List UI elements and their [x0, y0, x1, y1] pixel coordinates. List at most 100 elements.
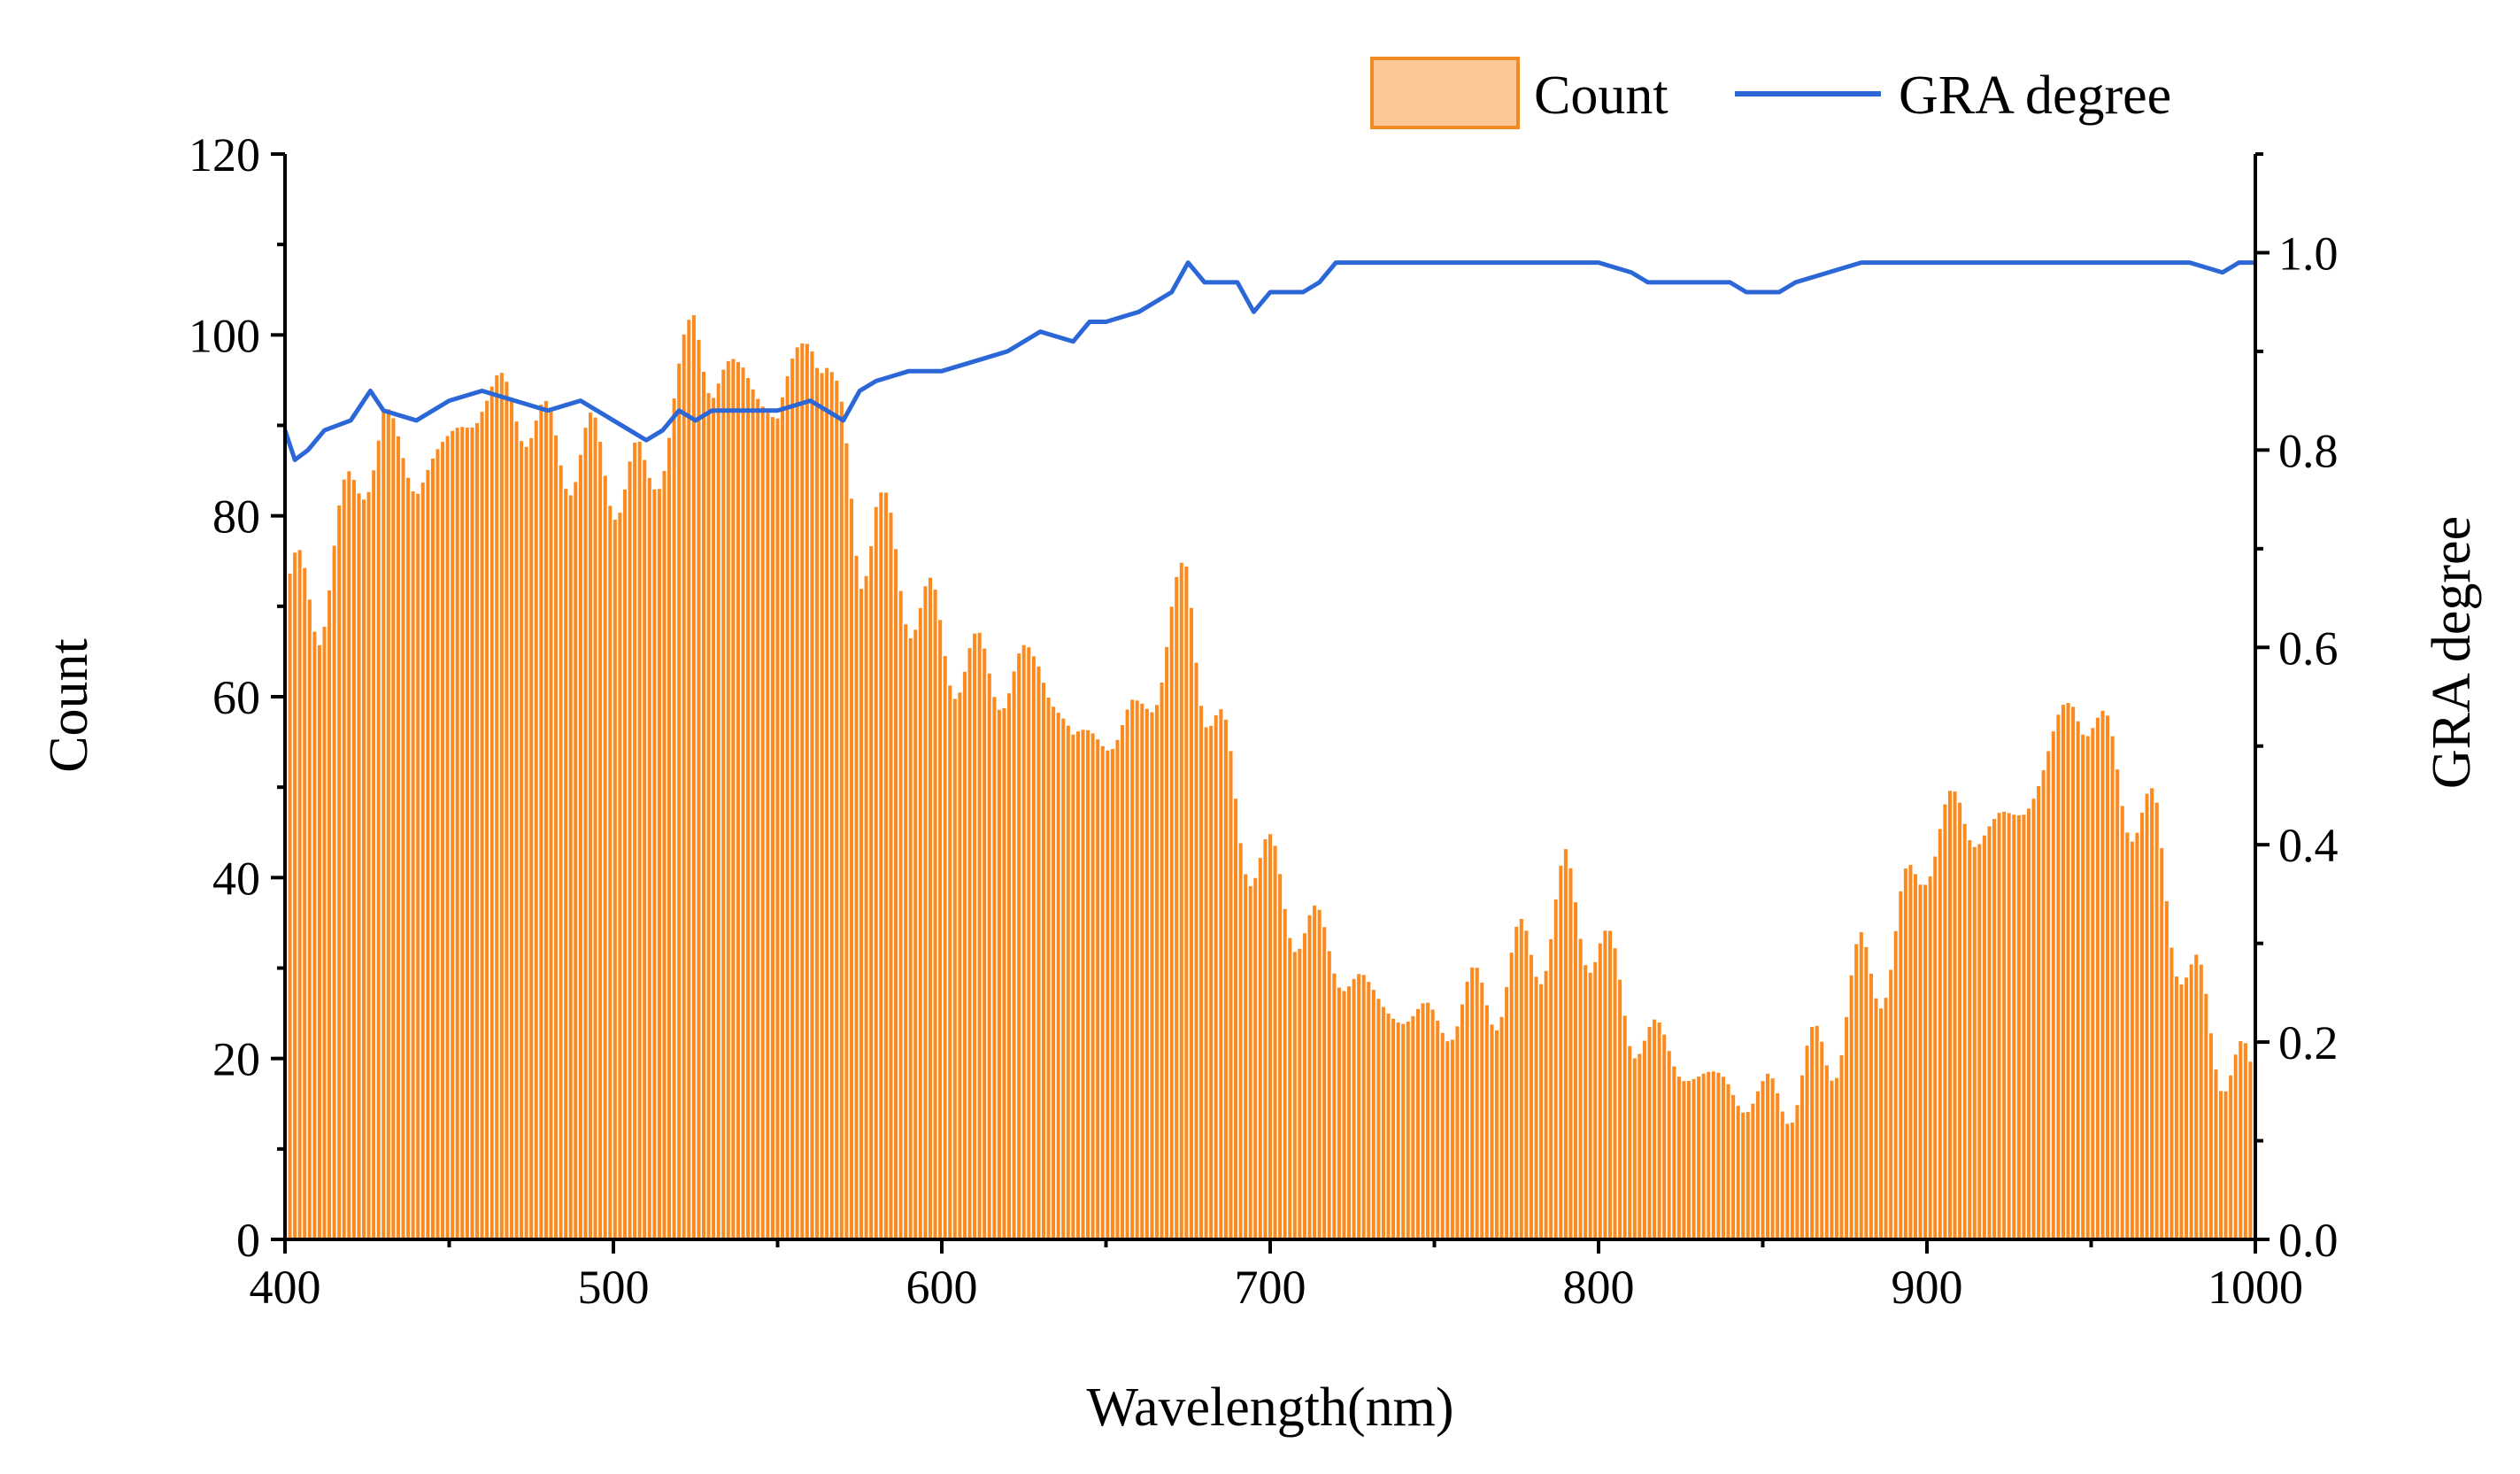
count-bar	[681, 333, 688, 1240]
count-bar	[1883, 996, 1890, 1240]
count-bar	[1390, 1017, 1397, 1240]
count-bar	[395, 435, 402, 1240]
count-bar	[735, 360, 742, 1240]
count-bar	[577, 453, 584, 1240]
count-bar	[558, 464, 565, 1240]
count-bar	[1257, 856, 1264, 1240]
count-bar	[1385, 1012, 1392, 1240]
count-bar	[1562, 847, 1569, 1240]
count-bar	[1749, 1102, 1756, 1240]
y-tick-label: 100	[189, 309, 260, 362]
count-bar	[326, 589, 333, 1240]
count-bar	[1129, 698, 1136, 1240]
count-bar	[1862, 945, 1869, 1240]
count-bar	[1676, 1075, 1683, 1240]
count-bar	[898, 590, 905, 1240]
count-bar	[1577, 938, 1584, 1240]
count-bar	[498, 371, 505, 1240]
x-tick-label: 1000	[2208, 1261, 2303, 1314]
count-bar	[769, 415, 776, 1240]
count-bar	[1203, 725, 1210, 1240]
count-bar	[2123, 830, 2131, 1240]
count-bar	[828, 370, 836, 1240]
count-bar	[1459, 1003, 1466, 1240]
count-bar	[1799, 1074, 1806, 1240]
count-bar	[1518, 917, 1525, 1240]
count-bar	[616, 511, 623, 1240]
count-bar	[1286, 937, 1293, 1240]
count-bar	[2202, 992, 2209, 1240]
count-bar	[1227, 749, 1235, 1240]
count-bar	[592, 416, 599, 1240]
count-bar	[2020, 813, 2027, 1240]
count-bar	[774, 417, 782, 1240]
count-bar	[2133, 831, 2140, 1240]
count-bar	[1272, 844, 1279, 1240]
count-bar	[1587, 971, 1594, 1240]
count-bar	[1695, 1075, 1702, 1240]
count-bar	[1528, 953, 1535, 1240]
x-tick-label: 600	[906, 1261, 978, 1314]
count-bar	[291, 551, 298, 1240]
count-bar	[1340, 989, 1348, 1240]
count-bar	[853, 554, 860, 1240]
count-bar	[646, 476, 653, 1240]
count-bar	[1430, 1008, 1437, 1240]
count-bar	[877, 490, 884, 1240]
count-bar	[518, 439, 525, 1240]
count-bar	[1163, 645, 1170, 1240]
count-bar	[1090, 731, 1097, 1240]
count-bar	[1094, 737, 1101, 1240]
count-bar	[449, 429, 456, 1240]
count-bar	[715, 382, 722, 1240]
count-bar	[873, 505, 880, 1240]
count-bar	[1134, 698, 1141, 1240]
count-bar	[1612, 946, 1619, 1240]
count-bar	[1237, 841, 1245, 1240]
count-bar	[1725, 1083, 1732, 1240]
count-bar	[1296, 947, 1303, 1240]
count-bar	[1814, 1024, 1821, 1240]
count-bar	[537, 403, 544, 1240]
count-bar	[1922, 883, 1929, 1240]
count-bar	[543, 399, 550, 1240]
count-bar	[606, 504, 613, 1240]
count-bar	[355, 491, 363, 1240]
count-bar	[1119, 723, 1126, 1240]
count-bar	[2139, 811, 2146, 1240]
count-bar	[1276, 872, 1283, 1240]
count-bar	[2148, 786, 2155, 1240]
count-bar	[976, 631, 983, 1240]
count-bar	[2040, 768, 2047, 1240]
count-bar	[1395, 1021, 1402, 1240]
count-bar	[567, 494, 574, 1240]
count-bar	[1336, 985, 1343, 1240]
count-bar	[942, 654, 949, 1240]
count-bar	[1065, 724, 1072, 1240]
count-bar	[1222, 718, 1229, 1240]
count-bar	[833, 379, 840, 1240]
count-bar	[2079, 733, 2086, 1240]
count-bar	[1483, 1003, 1491, 1240]
count-bar	[2015, 814, 2023, 1240]
count-bar	[459, 425, 466, 1240]
count-bar	[798, 342, 805, 1240]
count-bar	[1931, 855, 1938, 1240]
count-bar	[424, 468, 431, 1240]
count-bar	[474, 421, 481, 1240]
count-bar	[311, 630, 318, 1240]
count-bar	[306, 598, 313, 1240]
count-bar	[508, 397, 515, 1240]
count-bar	[1242, 873, 1249, 1240]
count-bar	[971, 632, 978, 1240]
count-bars	[284, 313, 2256, 1240]
count-bar	[1705, 1070, 1712, 1240]
count-bar	[1843, 1015, 1850, 1240]
count-bar	[1045, 696, 1052, 1240]
count-bar	[789, 357, 796, 1240]
count-bar	[2054, 713, 2061, 1240]
count-bar	[552, 434, 559, 1240]
count-bar	[1985, 824, 1993, 1240]
count-bar	[641, 459, 648, 1240]
